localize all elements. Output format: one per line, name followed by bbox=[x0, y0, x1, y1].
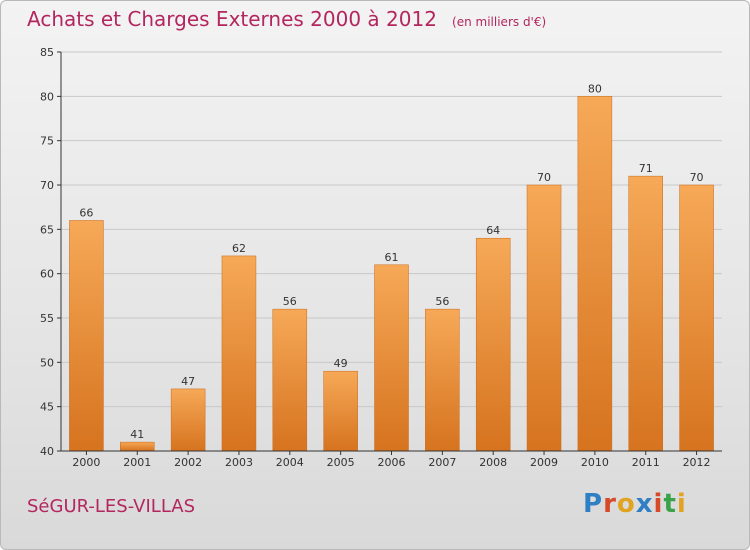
y-tick-label: 50 bbox=[40, 356, 54, 369]
y-tick-label: 65 bbox=[40, 223, 54, 236]
logo-letter: o bbox=[616, 489, 636, 519]
logo-letter: r bbox=[603, 489, 617, 519]
x-tick-label-2008: 2008 bbox=[479, 456, 507, 469]
logo-letter: x bbox=[635, 489, 654, 519]
data-label-2005: 49 bbox=[334, 357, 348, 370]
y-tick-label: 85 bbox=[40, 46, 54, 59]
data-label-2004: 56 bbox=[283, 295, 297, 308]
logo-letter: i bbox=[653, 489, 664, 519]
bar-2012 bbox=[679, 184, 714, 452]
data-label-2008: 64 bbox=[486, 224, 500, 237]
bar-2009 bbox=[526, 184, 562, 452]
data-label-2007: 56 bbox=[435, 295, 449, 308]
logo-letter: i bbox=[676, 489, 687, 519]
data-label-2011: 71 bbox=[639, 162, 653, 175]
x-tick-label-2011: 2011 bbox=[632, 456, 660, 469]
bar-2011 bbox=[628, 175, 663, 452]
data-label-2003: 62 bbox=[232, 242, 246, 255]
x-tick-label-2001: 2001 bbox=[123, 456, 151, 469]
bar-2002 bbox=[170, 388, 206, 452]
x-tick-label-2004: 2004 bbox=[276, 456, 304, 469]
bar-2007 bbox=[425, 308, 460, 452]
bar-2006 bbox=[374, 264, 409, 452]
logo-letter: P bbox=[583, 489, 604, 519]
logo-letter: t bbox=[663, 489, 677, 519]
data-label-2001: 41 bbox=[130, 428, 144, 441]
x-tick-label-2000: 2000 bbox=[72, 456, 100, 469]
x-tick-label-2007: 2007 bbox=[428, 456, 456, 469]
data-label-2009: 70 bbox=[537, 171, 551, 184]
bar-2005 bbox=[323, 370, 358, 452]
data-label-2000: 66 bbox=[79, 206, 93, 219]
bar-2010 bbox=[577, 96, 613, 452]
bars: 66 41 47 62 56 49 61 56 64 70 80 71 70 bbox=[69, 82, 714, 452]
data-label-2006: 61 bbox=[385, 251, 399, 264]
y-tick-label: 40 bbox=[40, 445, 54, 458]
data-label-2012: 70 bbox=[690, 171, 704, 184]
x-tick-label-2003: 2003 bbox=[225, 456, 253, 469]
axes: 40 45 50 55 60 65 70 75 80 85 2000 2001 2002 2003 2004… bbox=[40, 46, 722, 469]
y-tick-label: 60 bbox=[40, 268, 54, 281]
data-label-2002: 47 bbox=[181, 375, 195, 388]
x-tick-label-2006: 2006 bbox=[378, 456, 406, 469]
x-tick-label-2012: 2012 bbox=[683, 456, 711, 469]
bar-2008 bbox=[475, 237, 511, 452]
proxiti-logo: Proxiti bbox=[583, 489, 687, 519]
bar-2004 bbox=[272, 308, 308, 452]
y-tick-label: 70 bbox=[40, 179, 54, 192]
bar-2000 bbox=[69, 220, 104, 452]
chart-header: Achats et Charges Externes 2000 à 2012 (… bbox=[27, 7, 546, 31]
bar-2001 bbox=[120, 441, 155, 452]
x-tick-label-2009: 2009 bbox=[530, 456, 558, 469]
x-tick-label-2010: 2010 bbox=[581, 456, 609, 469]
bar-2003 bbox=[221, 255, 257, 452]
y-tick-label: 55 bbox=[40, 312, 54, 325]
y-tick-label: 45 bbox=[40, 401, 54, 414]
commune-name: SéGUR-LES-VILLAS bbox=[27, 496, 195, 517]
x-tick-label-2005: 2005 bbox=[327, 456, 355, 469]
chart-unit: (en milliers d'€) bbox=[452, 15, 547, 29]
data-label-2010: 80 bbox=[588, 82, 602, 95]
x-tick-label-2002: 2002 bbox=[174, 456, 202, 469]
y-tick-label: 75 bbox=[40, 135, 54, 148]
y-tick-label: 80 bbox=[40, 90, 54, 103]
chart-title: Achats et Charges Externes 2000 à 2012 bbox=[27, 7, 437, 31]
